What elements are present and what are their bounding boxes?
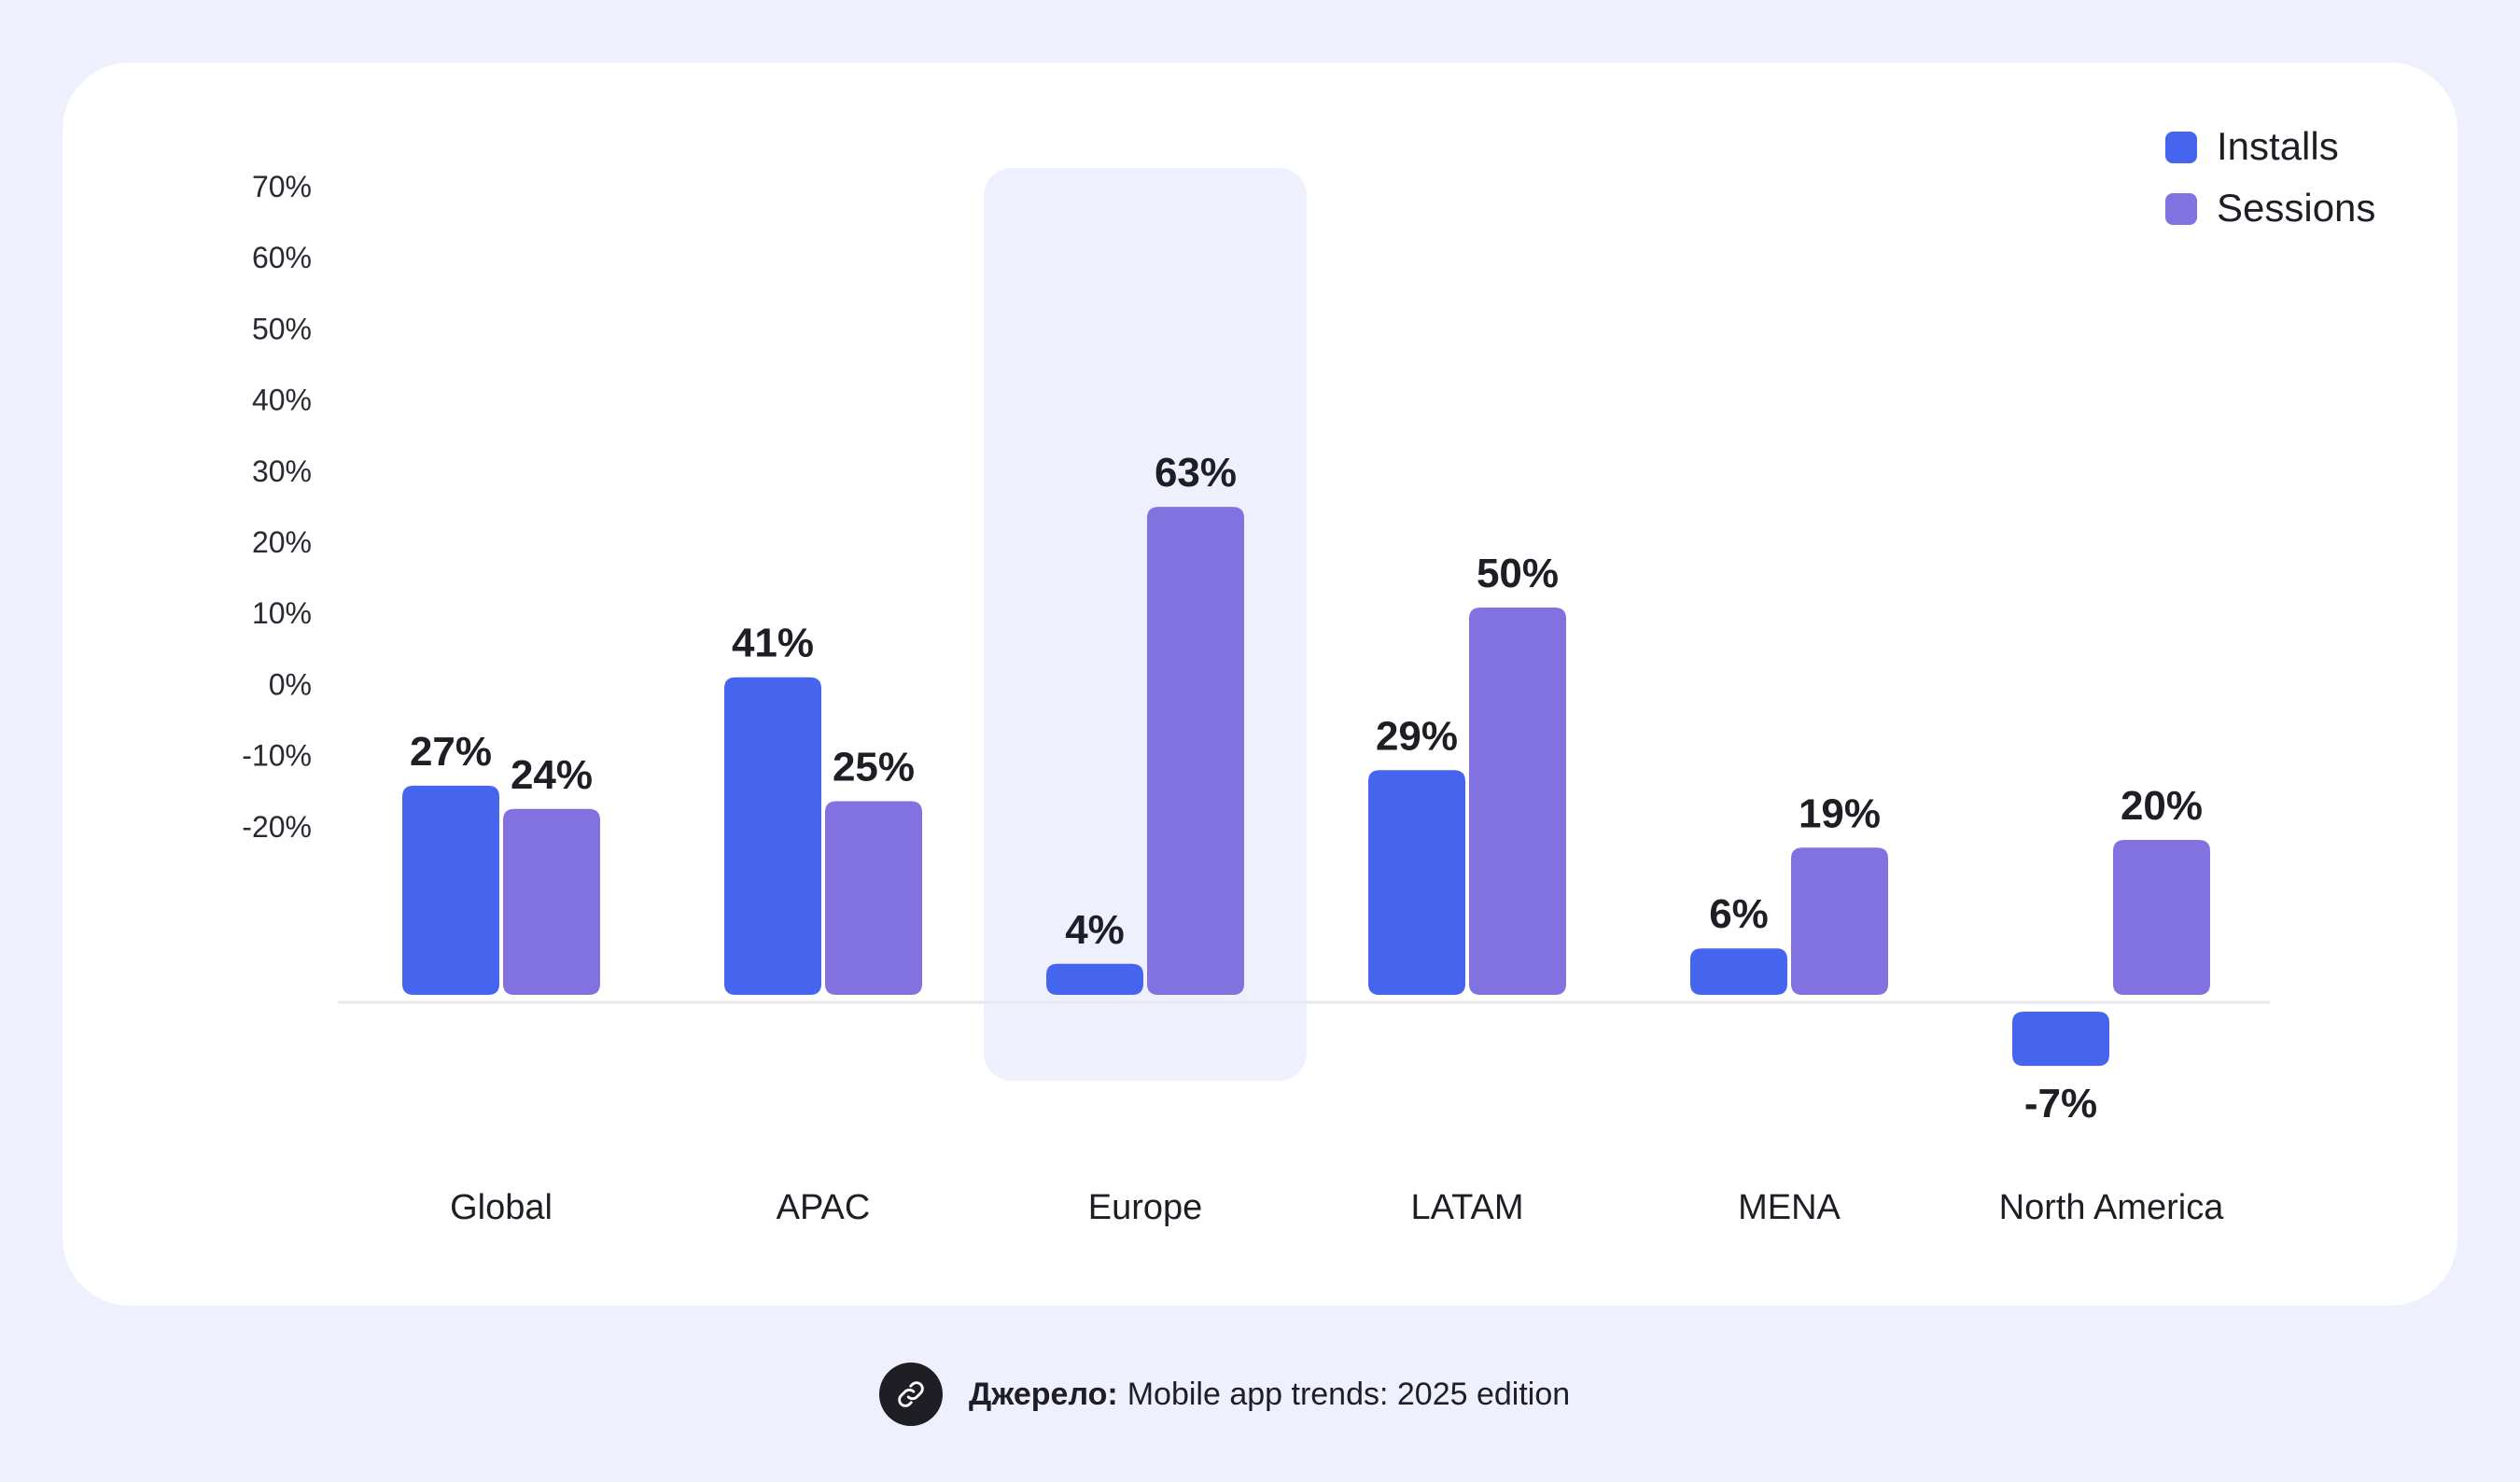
category-label: LATAM bbox=[1410, 1188, 1523, 1227]
y-tick-label: 30% bbox=[252, 454, 312, 488]
bar-installs-north-america bbox=[2012, 1012, 2109, 1067]
category-label: MENA bbox=[1738, 1188, 1841, 1227]
bar-sessions-north-america bbox=[2113, 840, 2210, 995]
bar-sessions-apac bbox=[825, 801, 922, 995]
y-tick-label: 40% bbox=[252, 384, 312, 417]
data-label: 4% bbox=[1065, 907, 1125, 953]
bar-sessions-mena bbox=[1791, 847, 1888, 995]
y-tick-label: 0% bbox=[269, 667, 312, 701]
bar-installs-apac bbox=[724, 677, 821, 995]
bar-installs-latam bbox=[1368, 770, 1465, 995]
link-icon[interactable] bbox=[879, 1363, 943, 1426]
data-label: 29% bbox=[1376, 713, 1458, 759]
bar-installs-mena bbox=[1690, 948, 1787, 995]
source-label: Джерело: bbox=[969, 1376, 1118, 1412]
category-label: APAC bbox=[777, 1188, 871, 1227]
y-tick-label: 60% bbox=[252, 241, 312, 274]
highlight-europe bbox=[984, 168, 1307, 1081]
y-tick-label: -10% bbox=[242, 739, 312, 773]
category-label: North America bbox=[1999, 1188, 2225, 1227]
data-label: 20% bbox=[2121, 783, 2203, 829]
bar-installs-europe bbox=[1046, 963, 1143, 995]
y-tick-label: 20% bbox=[252, 525, 312, 559]
legend-label: Sessions bbox=[2217, 186, 2375, 230]
bar-sessions-europe bbox=[1147, 507, 1244, 995]
source-text: Mobile app trends: 2025 edition bbox=[1127, 1376, 1571, 1412]
data-label: -7% bbox=[2024, 1081, 2097, 1126]
data-label: 27% bbox=[410, 729, 492, 775]
y-tick-label: -20% bbox=[242, 810, 312, 844]
legend-swatch bbox=[2165, 193, 2197, 225]
category-label: Europe bbox=[1088, 1188, 1203, 1227]
data-label: 50% bbox=[1477, 551, 1559, 596]
data-label: 63% bbox=[1155, 450, 1237, 496]
data-label: 41% bbox=[732, 621, 814, 666]
bar-installs-global bbox=[402, 785, 499, 995]
data-label: 24% bbox=[511, 752, 593, 798]
y-tick-label: 50% bbox=[252, 312, 312, 345]
y-tick-label: 70% bbox=[252, 170, 312, 203]
y-tick-label: 10% bbox=[252, 596, 312, 630]
legend-label: Installs bbox=[2217, 124, 2339, 168]
bar-sessions-latam bbox=[1469, 608, 1566, 995]
category-label: Global bbox=[450, 1188, 553, 1227]
data-label: 25% bbox=[833, 745, 915, 790]
bar-sessions-global bbox=[503, 808, 600, 995]
source-note: Джерело: Mobile app trends: 2025 edition bbox=[879, 1363, 1570, 1426]
data-label: 6% bbox=[1709, 891, 1769, 937]
data-label: 19% bbox=[1799, 790, 1881, 836]
legend-swatch bbox=[2165, 132, 2197, 163]
